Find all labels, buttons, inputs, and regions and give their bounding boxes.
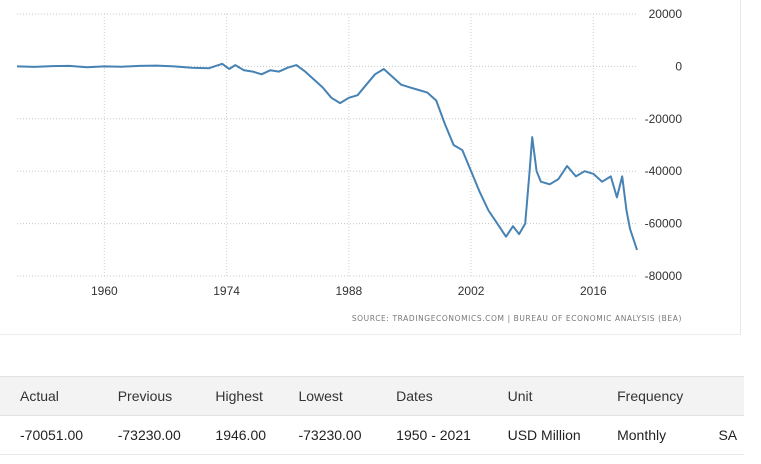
table-row: -70051.00 -73230.00 1946.00 -73230.00 19… — [0, 415, 744, 455]
header-highest: Highest — [195, 376, 279, 416]
header-previous: Previous — [97, 376, 196, 416]
header-frequency: Frequency — [597, 376, 699, 416]
table-header-row: Actual Previous Highest Lowest Dates Uni… — [0, 376, 744, 416]
value-frequency: Monthly — [597, 415, 699, 455]
line-chart: 20000 0 -20000 -40000 -60000 -80000 1960 1974 19… — [16, 7, 683, 323]
header-unit: Unit — [487, 376, 598, 416]
y-tick-label: -20000 — [645, 112, 683, 126]
y-tick-label: -40000 — [645, 164, 683, 178]
y-tick-label: -60000 — [645, 217, 683, 231]
x-tick-label: 2002 — [458, 284, 485, 298]
source-text: SOURCE: TRADINGECONOMICS.COM | BUREAU OF… — [352, 314, 682, 323]
x-tick-label: 1988 — [335, 284, 362, 298]
header-dates: Dates — [376, 376, 488, 416]
header-actual: Actual — [0, 376, 98, 416]
header-lowest: Lowest — [278, 376, 377, 416]
y-tick-label: 0 — [675, 59, 682, 73]
value-adjustment: SA — [698, 415, 744, 455]
x-tick-label: 2016 — [580, 284, 607, 298]
header-adjustment — [698, 376, 744, 416]
chart-panel: 20000 0 -20000 -40000 -60000 -80000 1960 1974 19… — [0, 0, 741, 335]
value-previous: -73230.00 — [97, 415, 196, 455]
value-actual: -70051.00 — [0, 415, 98, 455]
value-unit: USD Million — [487, 415, 598, 455]
value-dates: 1950 - 2021 — [376, 415, 488, 455]
value-lowest: -73230.00 — [278, 415, 377, 455]
series-line — [16, 62, 638, 251]
y-tick-label: -80000 — [645, 269, 683, 283]
stats-table: Actual Previous Highest Lowest Dates Uni… — [0, 376, 744, 455]
x-tick-label: 1974 — [213, 284, 240, 298]
x-tick-label: 1960 — [91, 284, 118, 298]
y-tick-label: 20000 — [649, 7, 683, 21]
value-highest: 1946.00 — [195, 415, 279, 455]
